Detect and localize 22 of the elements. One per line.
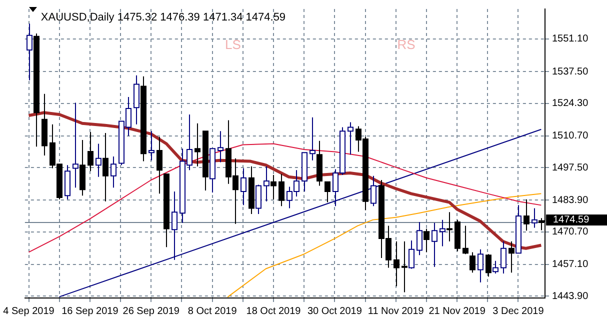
ref-line-label: 1474.59 — [553, 214, 590, 226]
y-tick-label: 1470.70 — [552, 226, 589, 238]
x-tick-label: 18 Oct 2019 — [246, 306, 302, 317]
x-tick-label: 16 Sep 2019 — [62, 306, 119, 317]
x-tick-label: 3 Dec 2019 — [492, 306, 544, 317]
annotation: RS — [397, 37, 416, 52]
x-tick-label: 8 Oct 2019 — [188, 306, 238, 317]
annotation: LS — [225, 37, 242, 52]
x-tick-label: 4 Sep 2019 — [3, 306, 55, 317]
y-tick-label: 1551.10 — [552, 34, 589, 45]
x-tick-label: 26 Sep 2019 — [122, 306, 180, 317]
y-tick-label: 1537.50 — [552, 66, 589, 78]
y-tick-label: 1524.30 — [552, 98, 589, 110]
y-tick-label: 1457.10 — [552, 259, 589, 270]
y-tick-label: 1510.70 — [552, 130, 589, 142]
x-tick-label: 11 Nov 2019 — [368, 306, 424, 317]
x-tick-label: 21 Nov 2019 — [428, 306, 486, 317]
y-tick-label: 1443.90 — [552, 290, 589, 302]
chart-title: XAUUSD,Daily 1475.32 1476.39 1471.34 1474.59 — [40, 12, 286, 24]
x-tick-label: 30 Oct 2019 — [307, 306, 362, 317]
y-tick-label: 1483.90 — [552, 194, 589, 206]
y-tick-label: 1497.50 — [552, 162, 589, 174]
